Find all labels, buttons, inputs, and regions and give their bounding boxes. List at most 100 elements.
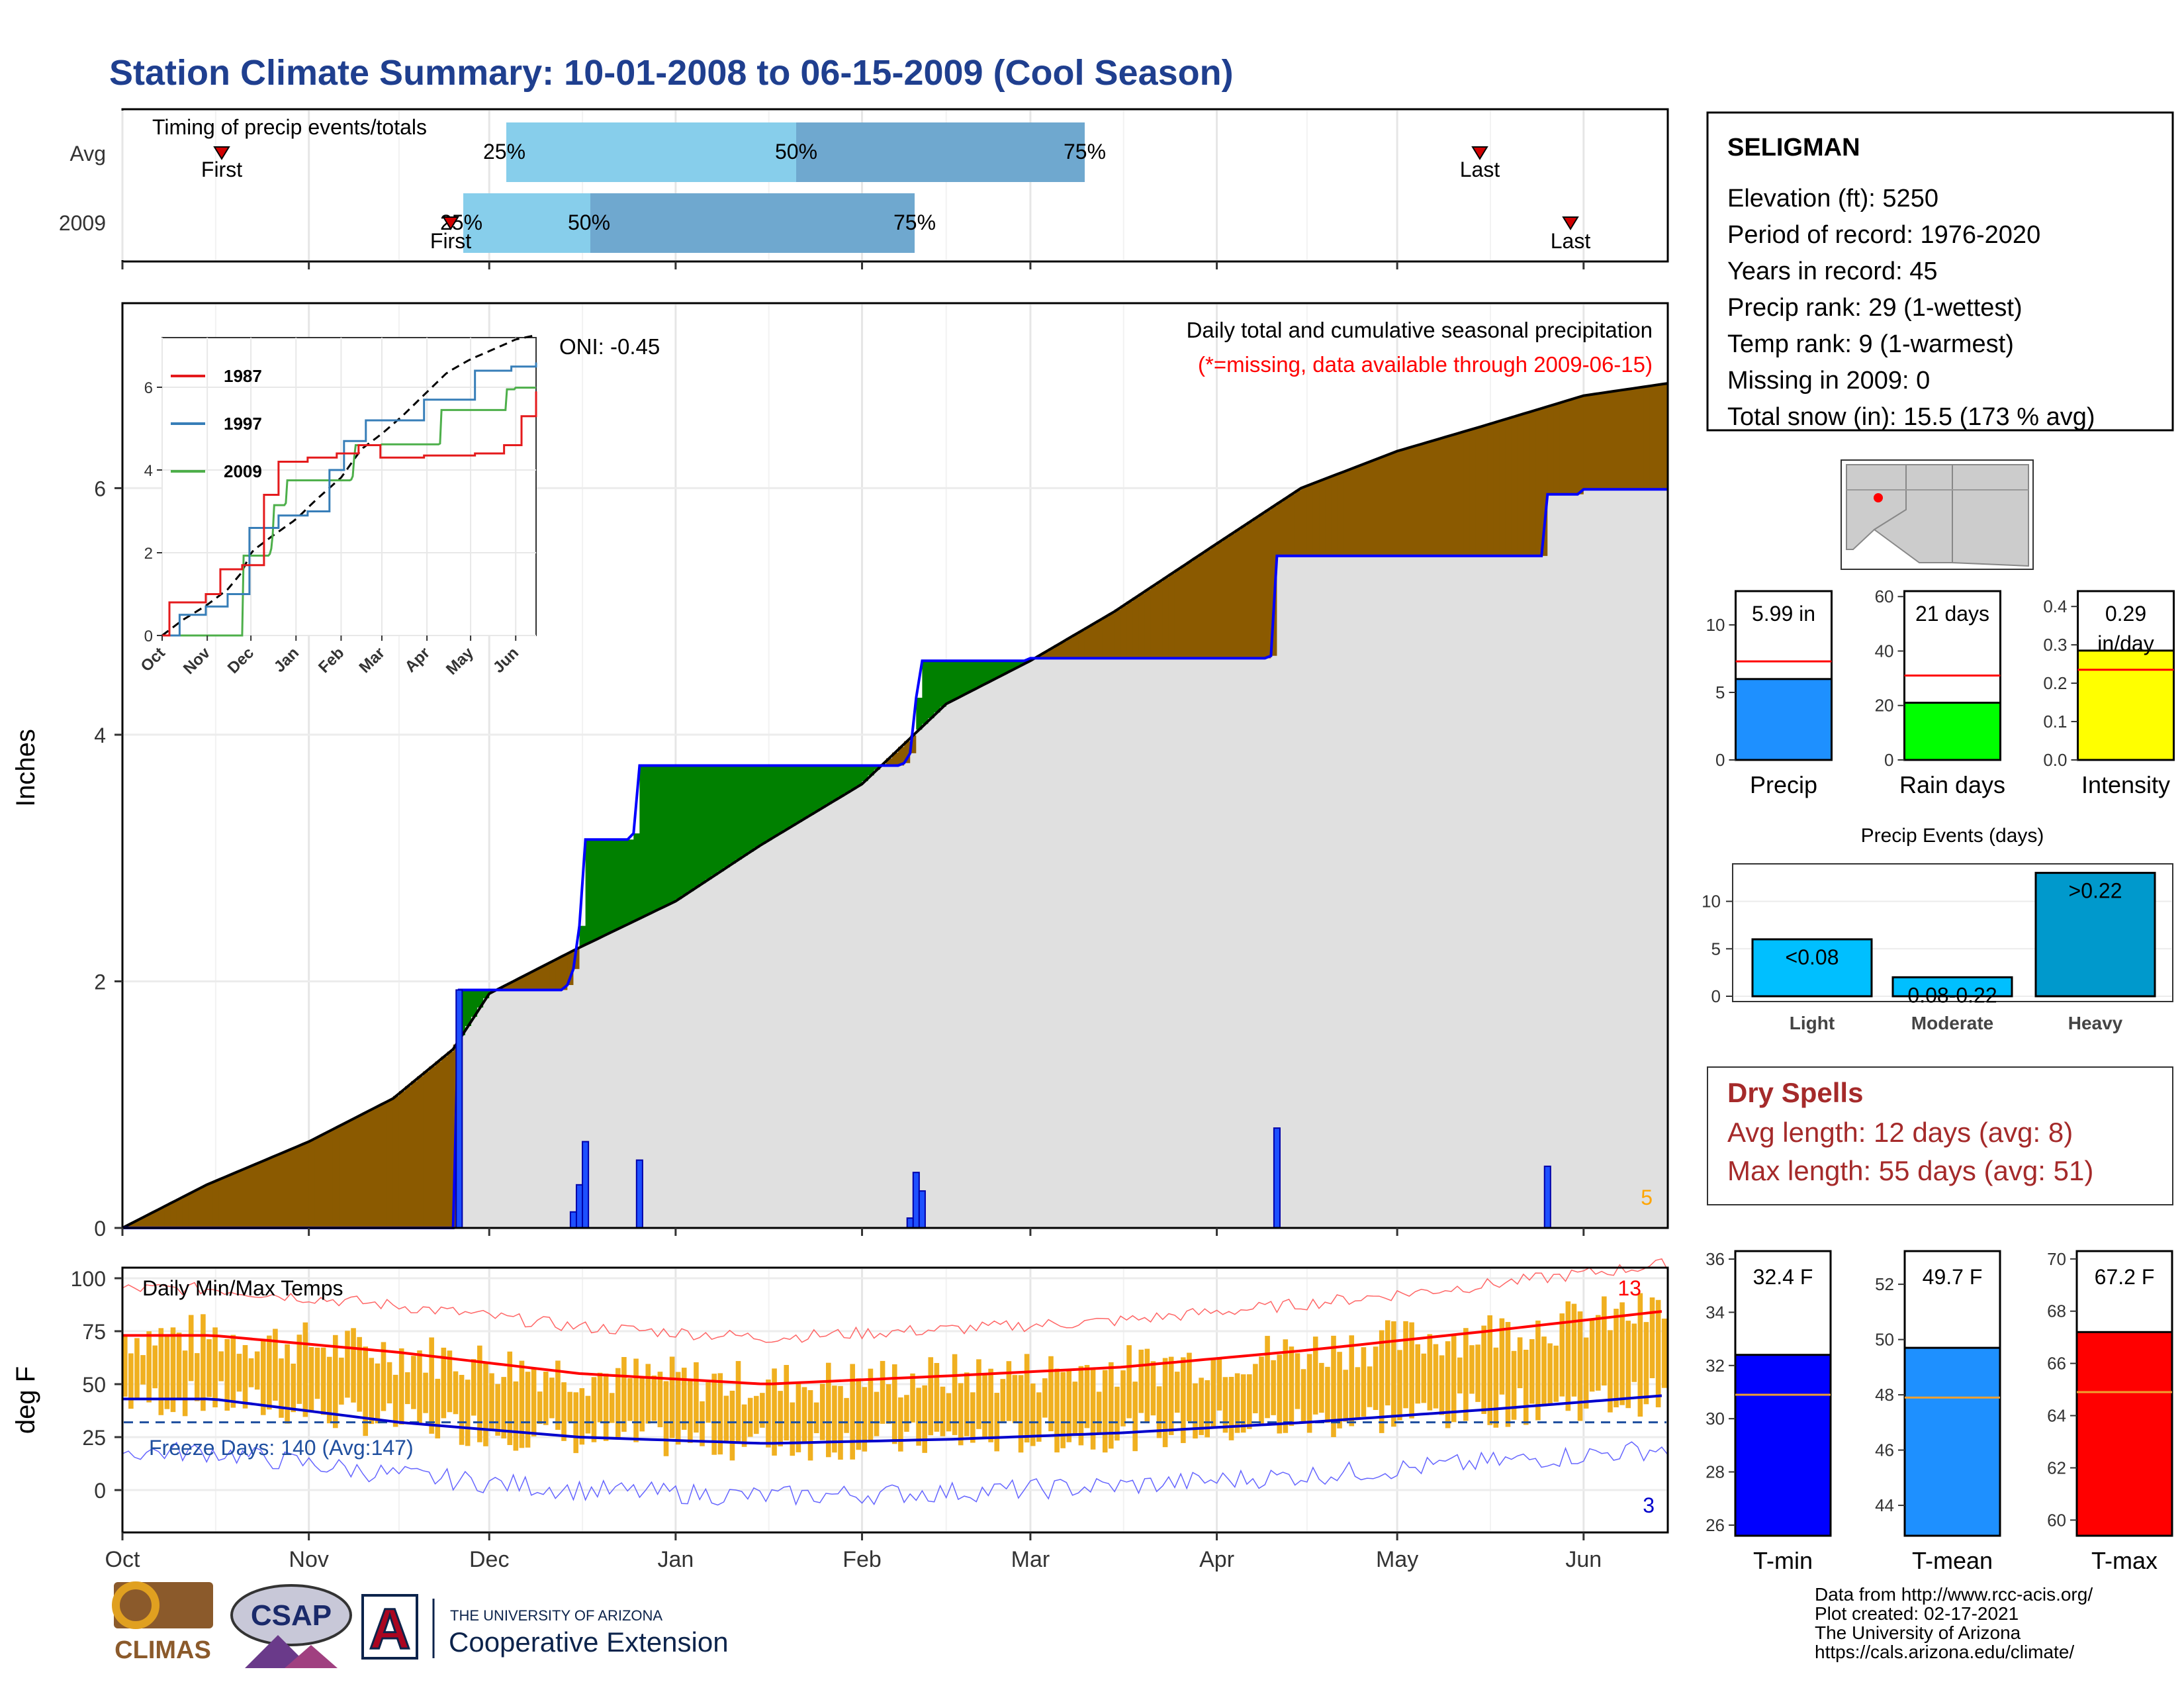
temp-bar-t-min: 32.4 F 26 28 30 32 34 36 T-min — [1706, 1249, 1832, 1574]
climas-logo: CLIMAS — [112, 1581, 213, 1664]
daily-temp-bar — [1553, 1345, 1559, 1402]
temp-bar-tick: 44 — [1875, 1495, 1894, 1515]
daily-temp-bar — [615, 1368, 621, 1438]
daily-precip-bar — [455, 989, 463, 1229]
temp-bar-t-mean: 49.7 F 44 46 48 50 52 T-mean — [1875, 1250, 2001, 1574]
daily-temp-bar — [1042, 1378, 1048, 1418]
avg-p50-label: 50% — [775, 140, 817, 164]
inset-2009-line — [162, 387, 536, 637]
mini-bar-value: 21 days — [1915, 602, 1989, 626]
freeze-days: Freeze Days: 140 (Avg:147) — [149, 1436, 414, 1460]
daily-temp-bar — [1144, 1348, 1150, 1423]
daily-temp-bar — [429, 1337, 434, 1434]
y2009-50-75-bar — [590, 193, 915, 253]
daily-temp-bar — [694, 1362, 699, 1433]
daily-temp-bar — [609, 1393, 615, 1423]
daily-temp-bar — [844, 1397, 849, 1433]
daily-temp-bar — [417, 1350, 422, 1425]
daily-temp-bar — [1505, 1322, 1511, 1427]
daily-temp-bar — [345, 1331, 350, 1398]
daily-temp-bar — [1415, 1344, 1420, 1404]
daily-temp-bar — [922, 1385, 927, 1453]
events-category-label: Moderate — [1911, 1013, 1993, 1033]
temp-bar-tick: 48 — [1875, 1385, 1894, 1405]
daily-temp-bar — [1036, 1392, 1042, 1442]
daily-temp-bar — [351, 1328, 356, 1403]
temp-ylabel: deg F — [11, 1366, 40, 1434]
daily-temp-bar — [1228, 1376, 1234, 1440]
daily-temp-bar — [1631, 1323, 1637, 1382]
daily-temp-bar — [273, 1329, 278, 1401]
daily-temp-bar — [465, 1380, 471, 1446]
daily-temp-bar — [1529, 1339, 1535, 1404]
daily-temp-bar — [1373, 1346, 1379, 1410]
mini-bar-tick: 5 — [1715, 682, 1725, 702]
coop-ext-text: Cooperative Extension — [449, 1626, 729, 1658]
month-tick-label: Jan — [657, 1547, 694, 1572]
temp-bar-value: 49.7 F — [1923, 1265, 1983, 1289]
daily-temp-bar — [657, 1372, 663, 1428]
daily-precip-bar — [912, 1172, 920, 1229]
daily-temp-bar — [1253, 1364, 1258, 1413]
daily-precip-bar — [1273, 1127, 1281, 1229]
mini-bar-tick: 40 — [1875, 641, 1894, 661]
daily-temp-bar — [1306, 1354, 1312, 1433]
daily-temp-bar — [1469, 1345, 1475, 1394]
daily-temp-bar — [1367, 1366, 1373, 1407]
daily-temp-bar — [880, 1360, 886, 1424]
daily-temp-bar — [1205, 1380, 1210, 1438]
daily-temp-bar — [946, 1393, 952, 1432]
daily-temp-bar — [1168, 1356, 1174, 1435]
footer-line: Plot created: 02-17-2021 — [1815, 1603, 2019, 1624]
daily-temp-bar — [435, 1378, 441, 1438]
daily-temp-bar — [1289, 1346, 1295, 1427]
daily-temp-bar — [1602, 1296, 1607, 1386]
daily-temp-bar — [224, 1338, 230, 1411]
daily-temp-bar — [1126, 1345, 1132, 1419]
avg-p75-label: 75% — [1064, 140, 1106, 164]
temp-bar-tick: 70 — [2047, 1249, 2066, 1269]
daily-temp-bar — [970, 1392, 976, 1443]
daily-temp-bar — [1445, 1341, 1451, 1429]
daily-temp-bar — [519, 1360, 525, 1448]
daily-temp-bar — [248, 1358, 254, 1387]
daily-temp-bar — [1439, 1355, 1445, 1415]
mini-bar-tick: 20 — [1875, 696, 1894, 716]
y2009-last-label: Last — [1551, 229, 1591, 253]
temp-ytick-label: 100 — [71, 1267, 106, 1291]
daily-temp-bar — [1559, 1313, 1565, 1397]
daily-temp-bar — [1355, 1367, 1361, 1419]
daily-temp-bar — [405, 1372, 410, 1405]
daily-temp-bar — [369, 1358, 375, 1425]
daily-temp-bar — [904, 1395, 909, 1432]
daily-temp-bar — [1193, 1383, 1198, 1439]
daily-temp-bar — [285, 1344, 290, 1424]
daily-temp-bar — [585, 1395, 591, 1434]
daily-temp-bar — [772, 1368, 777, 1456]
daily-temp-bar — [1493, 1347, 1499, 1428]
daily-temp-bar — [760, 1393, 765, 1428]
daily-temp-bar — [934, 1363, 940, 1432]
daily-temp-bar — [1090, 1369, 1096, 1450]
daily-temp-bar — [477, 1345, 482, 1442]
daily-temp-bar — [988, 1368, 993, 1442]
daily-temp-bar — [910, 1373, 915, 1423]
daily-temp-bar — [1349, 1335, 1355, 1427]
daily-temp-bar — [453, 1371, 459, 1415]
daily-temp-bar — [916, 1387, 921, 1446]
mini-bar-tick: 0.1 — [2043, 712, 2067, 731]
mini-bar-tick: 60 — [1875, 586, 1894, 606]
daily-temp-bar — [603, 1374, 609, 1441]
mini-bar-tick: 0 — [1884, 750, 1893, 770]
temp-bar-tick: 52 — [1875, 1274, 1894, 1294]
daily-temp-bar — [314, 1347, 320, 1399]
daily-temp-bar — [663, 1381, 669, 1456]
events-tick: 10 — [1702, 892, 1721, 912]
station-location-marker — [1874, 493, 1883, 502]
avg-cumulative-line — [122, 382, 1668, 1229]
temp-bar-fill — [2075, 1331, 2173, 1537]
daily-temp-bar — [1649, 1297, 1655, 1378]
temp-bar-label: T-max — [2091, 1547, 2158, 1574]
daily-precip-bar — [1543, 1165, 1551, 1229]
